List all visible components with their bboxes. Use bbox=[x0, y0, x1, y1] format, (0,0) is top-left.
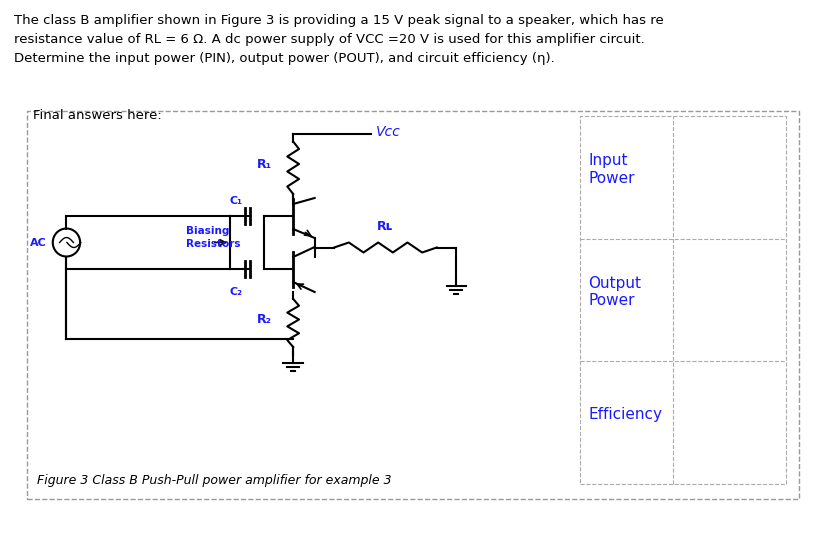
Text: Efficiency: Efficiency bbox=[587, 407, 662, 422]
Text: Vcc: Vcc bbox=[375, 125, 400, 139]
Text: R₂: R₂ bbox=[256, 313, 271, 326]
Text: AC: AC bbox=[30, 238, 47, 248]
Text: C₂: C₂ bbox=[230, 287, 242, 297]
FancyBboxPatch shape bbox=[27, 111, 798, 499]
Text: C₁: C₁ bbox=[230, 196, 242, 206]
FancyBboxPatch shape bbox=[580, 116, 785, 484]
Text: Output
Power: Output Power bbox=[587, 276, 640, 308]
Text: Biasing
Resistors: Biasing Resistors bbox=[185, 226, 240, 249]
Text: Final answers here:: Final answers here: bbox=[33, 109, 162, 122]
Text: Input
Power: Input Power bbox=[587, 153, 634, 186]
Text: Figure 3 Class B Push-Pull power amplifier for example 3: Figure 3 Class B Push-Pull power amplifi… bbox=[37, 474, 391, 487]
Text: R₁: R₁ bbox=[256, 157, 271, 171]
Text: The class B amplifier shown in Figure 3 is providing a 15 V peak signal to a spe: The class B amplifier shown in Figure 3 … bbox=[14, 14, 662, 65]
Text: Rʟ: Rʟ bbox=[376, 219, 393, 233]
